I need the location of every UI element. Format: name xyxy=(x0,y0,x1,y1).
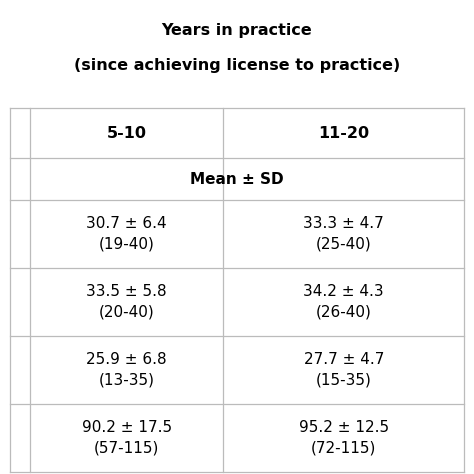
Text: 33.3 ± 4.7
(25-40): 33.3 ± 4.7 (25-40) xyxy=(303,216,384,252)
Text: 90.2 ± 17.5
(57-115): 90.2 ± 17.5 (57-115) xyxy=(82,420,172,456)
Text: 11-20: 11-20 xyxy=(318,126,369,140)
Text: Mean ± SD: Mean ± SD xyxy=(190,172,284,186)
Text: 30.7 ± 6.4
(19-40): 30.7 ± 6.4 (19-40) xyxy=(86,216,167,252)
Text: 33.5 ± 5.8
(20-40): 33.5 ± 5.8 (20-40) xyxy=(86,284,167,319)
Text: 25.9 ± 6.8
(13-35): 25.9 ± 6.8 (13-35) xyxy=(86,352,167,388)
Text: 27.7 ± 4.7
(15-35): 27.7 ± 4.7 (15-35) xyxy=(303,352,384,388)
Text: 95.2 ± 12.5
(72-115): 95.2 ± 12.5 (72-115) xyxy=(299,420,389,456)
Text: 34.2 ± 4.3
(26-40): 34.2 ± 4.3 (26-40) xyxy=(303,284,384,319)
Text: Years in practice: Years in practice xyxy=(162,22,312,37)
Text: 5-10: 5-10 xyxy=(107,126,146,140)
Text: (since achieving license to practice): (since achieving license to practice) xyxy=(74,57,400,73)
